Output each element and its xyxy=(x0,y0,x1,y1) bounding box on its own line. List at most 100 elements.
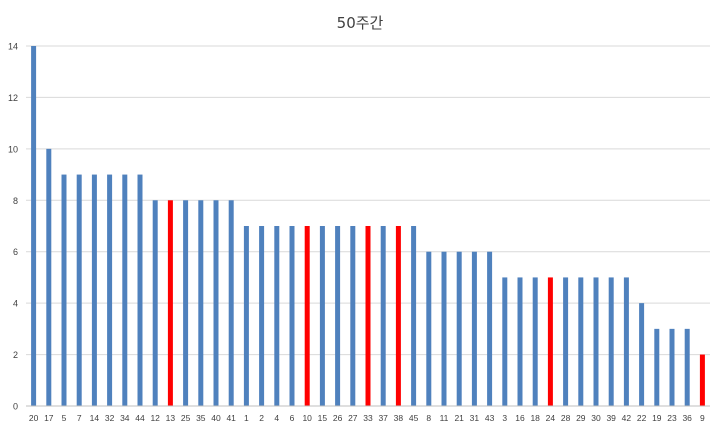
x-tick-label: 36 xyxy=(682,413,692,423)
x-tick-label: 35 xyxy=(196,413,206,423)
bar-8 xyxy=(426,251,432,406)
y-tick-label: 4 xyxy=(13,299,18,309)
bar-26 xyxy=(335,226,341,406)
bar-18 xyxy=(532,277,538,406)
bar-23 xyxy=(669,328,675,406)
bar-34 xyxy=(122,174,128,406)
y-tick-label: 2 xyxy=(13,350,18,360)
bar-29 xyxy=(578,277,584,406)
x-tick-label: 38 xyxy=(394,413,404,423)
x-tick-label: 16 xyxy=(515,413,525,423)
bar-42 xyxy=(623,277,629,406)
x-tick-label: 6 xyxy=(290,413,295,423)
x-tick-label: 21 xyxy=(454,413,464,423)
bar-45 xyxy=(411,226,417,406)
x-tick-label: 30 xyxy=(591,413,601,423)
y-tick-label: 14 xyxy=(8,42,18,52)
x-tick-label: 26 xyxy=(333,413,343,423)
bar-2 xyxy=(259,226,265,406)
x-tick-label: 25 xyxy=(181,413,191,423)
bar-17 xyxy=(46,148,52,407)
y-tick-label: 10 xyxy=(8,144,18,154)
x-tick-label: 42 xyxy=(622,413,632,423)
x-tick-label: 19 xyxy=(652,413,662,423)
bar-32 xyxy=(107,174,113,406)
x-tick-label: 9 xyxy=(700,413,705,423)
bar-3 xyxy=(502,277,508,406)
x-tick-label: 41 xyxy=(226,413,236,423)
bar-7 xyxy=(76,174,82,406)
y-axis-ticks: 0 2 4 6 8 10 12 14 xyxy=(8,42,18,412)
x-axis-ticks: 20 17 5 7 14 32 34 44 12 13 25 35 40 41 1 2 4 6 10 15 26 27 33… xyxy=(29,413,705,423)
x-tick-label: 5 xyxy=(62,413,67,423)
bar-30 xyxy=(593,277,599,406)
x-tick-label: 17 xyxy=(44,413,54,423)
bar-21 xyxy=(456,251,462,406)
bar-20 xyxy=(31,46,37,406)
x-tick-label: 14 xyxy=(90,413,100,423)
bar-6 xyxy=(289,226,295,406)
x-tick-label: 8 xyxy=(426,413,431,423)
x-tick-label: 40 xyxy=(211,413,221,423)
bar-44 xyxy=(137,174,143,406)
bar-5 xyxy=(61,174,67,406)
x-tick-label: 39 xyxy=(606,413,616,423)
x-tick-label: 13 xyxy=(166,413,176,423)
bar-38 xyxy=(395,226,401,406)
y-tick-label: 12 xyxy=(8,93,18,103)
bar-1 xyxy=(243,226,249,406)
bar-22 xyxy=(639,303,645,406)
bar-36 xyxy=(684,328,690,406)
x-tick-label: 12 xyxy=(150,413,160,423)
bar-4 xyxy=(274,226,280,406)
bar-37 xyxy=(380,226,386,406)
x-tick-label: 33 xyxy=(363,413,373,423)
x-tick-label: 4 xyxy=(274,413,279,423)
x-tick-label: 23 xyxy=(667,413,677,423)
bar-43 xyxy=(487,251,493,406)
y-tick-label: 0 xyxy=(13,402,18,412)
x-tick-label: 27 xyxy=(348,413,358,423)
bar-15 xyxy=(319,226,325,406)
bar-12 xyxy=(152,200,158,406)
bar-41 xyxy=(228,200,234,406)
bars xyxy=(31,46,705,407)
x-tick-label: 24 xyxy=(546,413,556,423)
x-tick-label: 22 xyxy=(637,413,647,423)
x-tick-label: 7 xyxy=(77,413,82,423)
x-tick-label: 15 xyxy=(318,413,328,423)
x-tick-label: 10 xyxy=(302,413,312,423)
bar-25 xyxy=(183,200,189,406)
bar-9 xyxy=(699,354,705,406)
bar-16 xyxy=(517,277,523,406)
bar-31 xyxy=(471,251,477,406)
y-tick-label: 6 xyxy=(13,247,18,257)
bar-19 xyxy=(654,328,660,406)
bar-24 xyxy=(547,277,553,406)
x-tick-label: 18 xyxy=(530,413,540,423)
x-tick-label: 20 xyxy=(29,413,39,423)
bar-28 xyxy=(563,277,569,406)
bar-11 xyxy=(441,251,447,406)
bar-35 xyxy=(198,200,204,406)
x-tick-label: 11 xyxy=(440,413,449,423)
x-tick-label: 43 xyxy=(485,413,495,423)
bar-39 xyxy=(608,277,614,406)
x-tick-label: 29 xyxy=(576,413,586,423)
bar-10 xyxy=(304,226,310,406)
x-tick-label: 37 xyxy=(378,413,388,423)
x-tick-label: 34 xyxy=(120,413,130,423)
bar-27 xyxy=(350,226,356,406)
x-tick-label: 32 xyxy=(105,413,115,423)
x-tick-label: 3 xyxy=(502,413,507,423)
x-tick-label: 31 xyxy=(470,413,480,423)
x-tick-label: 28 xyxy=(561,413,571,423)
x-tick-label: 45 xyxy=(409,413,419,423)
bar-14 xyxy=(91,174,97,406)
y-tick-label: 8 xyxy=(13,196,18,206)
x-tick-label: 44 xyxy=(135,413,145,423)
chart-title: 50주간 xyxy=(336,14,384,32)
bar-40 xyxy=(213,200,219,406)
